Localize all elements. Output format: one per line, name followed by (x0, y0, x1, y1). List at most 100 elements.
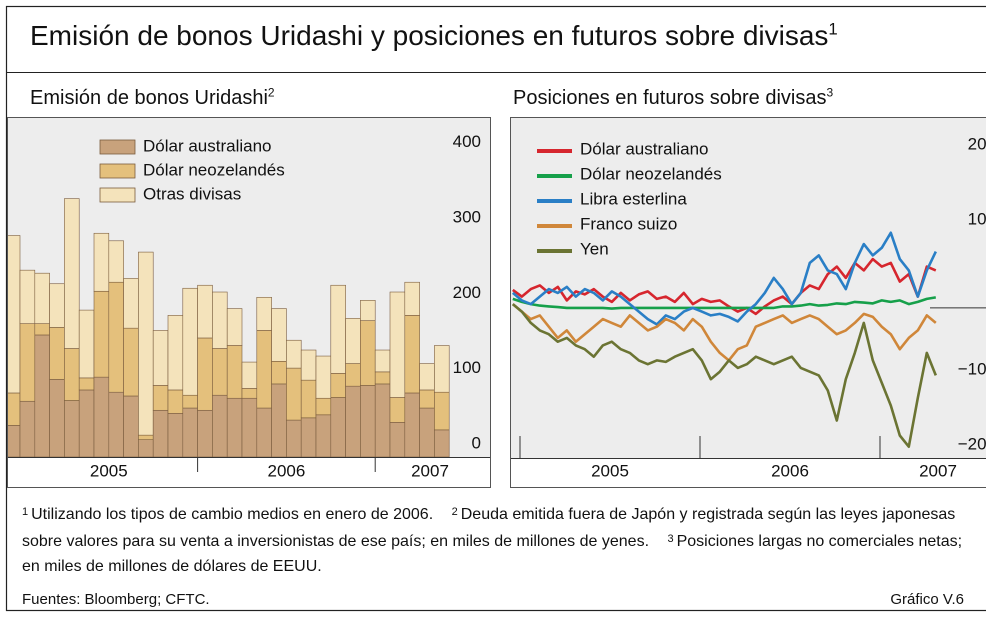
bar (315, 397, 332, 416)
bar (271, 308, 287, 362)
bar (123, 327, 139, 397)
bar (182, 407, 198, 457)
y-tick-label: 300 (453, 207, 481, 226)
bar (434, 345, 450, 393)
footnote-text: Utilizando los tipos de cambio medios en… (31, 506, 434, 523)
line (512, 257, 937, 316)
bar (404, 281, 420, 316)
y-tick-label: 400 (453, 132, 481, 151)
legend-swatch (99, 139, 136, 155)
bar (434, 429, 450, 457)
panel-title-text: Posiciones en futuros sobre divisas (513, 87, 827, 109)
bar (419, 363, 435, 391)
bar (64, 400, 80, 457)
y-tick-label: −200 (958, 434, 986, 453)
footnote-text: Posiciones largas no comerciales netas; … (22, 533, 963, 575)
line (512, 296, 937, 310)
title-note: 1 (828, 19, 838, 39)
y-tick-label: 0 (472, 433, 481, 452)
bar (419, 407, 435, 457)
bar (286, 339, 302, 369)
bar (138, 434, 154, 440)
bar (34, 323, 50, 336)
footnote: 3 Posiciones largas no comerciales netas;… (22, 533, 962, 575)
y-tick-label: 100 (453, 358, 481, 377)
bar (241, 397, 258, 457)
bar (78, 309, 95, 379)
bar (182, 394, 198, 409)
bar (256, 330, 272, 409)
bar (271, 383, 287, 457)
bar (241, 388, 258, 399)
bar (419, 389, 435, 409)
plot-background (511, 118, 986, 458)
y-tick-label: 200 (968, 134, 986, 153)
bar (360, 320, 376, 386)
bar (300, 417, 317, 457)
title-text: Emisión de bonos Uridashi y posiciones e… (30, 20, 829, 51)
legend-label: Franco suizo (580, 214, 677, 233)
bar (360, 385, 376, 457)
bar (93, 232, 110, 292)
bar (182, 287, 198, 396)
footnote: 2 Deuda emitida fuera de Japón y registra… (22, 506, 955, 550)
bar (108, 281, 124, 393)
bar (64, 348, 80, 401)
bar (138, 251, 154, 436)
bar (49, 283, 65, 328)
bar (345, 363, 361, 387)
bar (123, 278, 139, 329)
bar (404, 392, 420, 457)
bar (300, 379, 317, 419)
bar (389, 291, 406, 398)
bar (315, 355, 332, 399)
x-tick-label: 2006 (267, 461, 305, 480)
panel-frame (7, 117, 491, 488)
bar (138, 439, 154, 457)
bar (226, 397, 243, 457)
bar (34, 334, 50, 457)
frame (5, 5, 986, 612)
legend-label: Otras divisas (143, 184, 241, 203)
y-tick-label: 100 (968, 209, 986, 228)
bar (197, 409, 213, 457)
bar (271, 361, 287, 385)
bar (286, 367, 302, 421)
legend-label: Dólar neozelandés (580, 164, 722, 183)
x-tick-label: 2006 (771, 461, 809, 480)
line (511, 303, 938, 448)
bar (212, 348, 228, 396)
bar (78, 389, 95, 457)
bar (315, 414, 332, 457)
panel-title: Posiciones en futuros sobre divisas3 (513, 85, 834, 110)
bar (49, 327, 65, 380)
bar (212, 291, 228, 349)
bar (286, 419, 302, 457)
bar (374, 349, 391, 373)
footnote-text: Deuda emitida fuera de Japón y registrad… (22, 506, 956, 550)
bar (330, 397, 346, 457)
lines (511, 231, 938, 448)
x-tick-label: 2007 (919, 461, 957, 480)
bar (49, 379, 65, 457)
figure-label: Gráfico V.6 (890, 591, 964, 608)
bar (78, 377, 95, 391)
bar (360, 300, 376, 321)
bar (93, 376, 110, 457)
line (511, 231, 937, 326)
bar (345, 318, 361, 364)
panel-title-note: 3 (826, 85, 834, 100)
bar (256, 296, 272, 331)
footnote-number: 1 (22, 506, 29, 518)
panel-frame (510, 117, 986, 488)
y-tick-label: 200 (453, 283, 481, 302)
bar (389, 422, 406, 457)
footnotes: 1 Utilizando los tipos de cambio medios e… (22, 500, 984, 579)
bar (152, 330, 169, 386)
panel-title: Emisión de bonos Uridashi2 (30, 85, 275, 110)
panel-title-note: 2 (267, 85, 275, 100)
legend-swatch (99, 163, 136, 179)
legend-label: Libra esterlina (580, 189, 687, 208)
